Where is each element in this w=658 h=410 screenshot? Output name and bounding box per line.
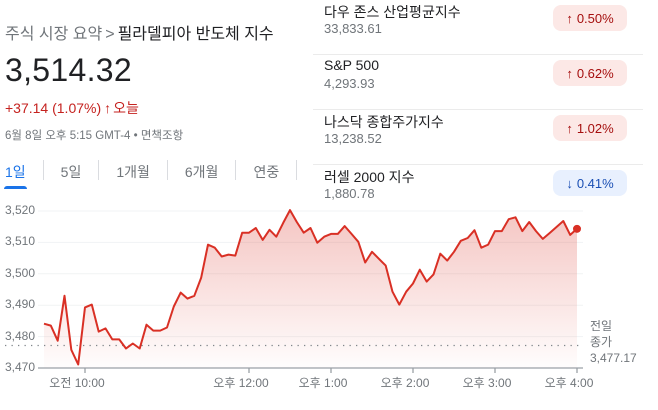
y-tick-label: 3,480: [5, 328, 36, 343]
prev-close-value: 3,477.17: [590, 351, 637, 365]
y-tick-label: 3,510: [5, 234, 36, 249]
change-badge: ↑ 1.02%: [553, 115, 627, 141]
price-line: [43, 209, 578, 366]
change-percent: 0.62%: [576, 65, 614, 81]
market-value: 1,880.78: [324, 186, 375, 201]
arrow-up-icon: ↑: [104, 100, 112, 116]
change-badge: ↑ 0.50%: [553, 5, 627, 31]
market-item-sp500[interactable]: S&P 500 4,293.93 ↑ 0.62%: [313, 55, 643, 110]
market-value: 33,833.61: [324, 21, 382, 36]
tab-divider: [235, 160, 237, 180]
market-name: 다우 존스 산업평균지수: [324, 4, 461, 20]
market-name: S&P 500: [324, 57, 380, 73]
breadcrumb: 주식 시장 요약 > 필라델피아 반도체 지수: [5, 20, 274, 44]
tab-1-day[interactable]: 1일: [4, 160, 27, 189]
prev-close-label-line2: 종가: [590, 335, 613, 349]
change-percent: 0.41%: [576, 175, 614, 191]
x-tick-label: 오전 10:00: [49, 376, 105, 390]
breadcrumb-separator: >: [105, 26, 115, 43]
tab-divider: [98, 160, 100, 180]
current-price: 3,514.32: [5, 52, 132, 88]
market-item-nasdaq[interactable]: 나스닥 종합주가지수 13,238.52 ↑ 1.02%: [313, 110, 643, 165]
price-change: +37.14 (1.07%) ↑ 오늘: [5, 98, 139, 118]
change-percent: 0.50%: [576, 10, 614, 26]
breadcrumb-parent-link[interactable]: 주식 시장 요약: [5, 26, 103, 43]
timestamp-disclaimer: 6월 8일 오후 5:15 GMT-4 • 면책조항: [5, 130, 184, 142]
y-tick-label: 3,470: [5, 360, 36, 374]
page-title: 필라델피아 반도체 지수: [117, 26, 274, 43]
market-name: 나스닥 종합주가지수: [324, 114, 444, 130]
arrow-up-icon: ↑: [566, 10, 573, 26]
range-tabs: 1일 5일 1개월 6개월 연중: [4, 160, 314, 189]
x-tick-label: 오후 4:00: [544, 376, 594, 390]
arrow-up-icon: ↑: [566, 120, 573, 136]
previous-close-label: 전일 종가 3,477.17: [590, 318, 637, 366]
current-price-dot: [573, 224, 581, 233]
x-tick-label: 오후 12:00: [213, 376, 269, 390]
change-period: 오늘: [113, 100, 139, 116]
market-value: 4,293.93: [324, 76, 375, 91]
x-tick-label: 오후 1:00: [298, 376, 348, 390]
change-badge: ↓ 0.41%: [553, 170, 627, 196]
tab-6-month[interactable]: 6개월: [184, 164, 219, 180]
tab-divider: [296, 160, 298, 180]
tab-divider: [42, 160, 44, 180]
x-tick-label: 오후 2:00: [380, 376, 430, 390]
x-axis-ticks: [84, 368, 578, 373]
market-item-russell-2000[interactable]: 러셀 2000 지수 1,880.78 ↓ 0.41%: [313, 165, 643, 220]
market-item-dow-jones[interactable]: 다우 존스 산업평균지수 33,833.61 ↑ 0.50%: [313, 0, 643, 55]
market-name: 러셀 2000 지수: [324, 169, 415, 185]
prev-close-label-line1: 전일: [590, 319, 613, 333]
chart-plot[interactable]: [0, 195, 658, 410]
change-value: +37.14 (1.07%): [5, 100, 102, 116]
intraday-chart[interactable]: 3,470 3,480 3,490 3,500 3,510 3,520 오전 10:00 오…: [0, 195, 658, 410]
market-value: 13,238.52: [324, 131, 382, 146]
y-tick-label: 3,520: [5, 203, 36, 217]
change-percent: 1.02%: [576, 120, 614, 136]
tab-5-day[interactable]: 5일: [60, 164, 82, 180]
x-tick-label: 오후 3:00: [462, 376, 512, 390]
tab-1-month[interactable]: 1개월: [116, 164, 150, 180]
arrow-up-icon: ↑: [566, 65, 573, 81]
market-summary-list: 다우 존스 산업평균지수 33,833.61 ↑ 0.50% S&P 500 4,…: [313, 0, 643, 220]
price-area: [44, 210, 577, 368]
arrow-down-icon: ↓: [566, 175, 573, 191]
y-tick-label: 3,490: [5, 297, 36, 312]
tab-ytd[interactable]: 연중: [253, 164, 280, 180]
y-tick-label: 3,500: [5, 265, 36, 280]
change-badge: ↑ 0.62%: [553, 60, 627, 86]
tab-divider: [166, 160, 168, 180]
